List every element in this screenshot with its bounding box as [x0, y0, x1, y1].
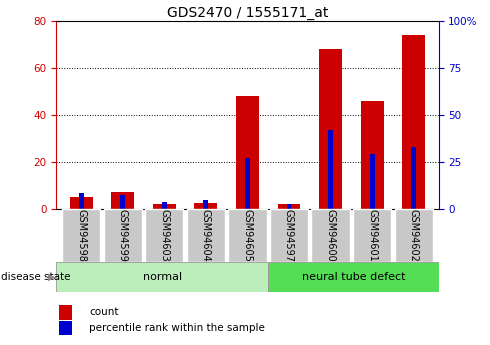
Text: GSM94600: GSM94600 [325, 209, 336, 262]
Bar [236, 96, 259, 209]
Bar [411, 147, 416, 209]
Text: neural tube defect: neural tube defect [302, 272, 405, 282]
Text: normal: normal [143, 272, 182, 282]
FancyBboxPatch shape [62, 209, 100, 262]
Text: GSM94599: GSM94599 [118, 209, 128, 262]
Bar [402, 35, 425, 209]
Bar [203, 200, 208, 209]
Bar [162, 202, 167, 209]
Bar [277, 204, 300, 209]
Bar [79, 193, 84, 209]
FancyBboxPatch shape [145, 209, 183, 262]
Bar [70, 197, 93, 209]
Bar [319, 49, 342, 209]
Bar [369, 154, 374, 209]
Bar [59, 321, 72, 335]
Bar [287, 204, 292, 209]
Bar [195, 203, 218, 209]
FancyBboxPatch shape [104, 209, 142, 262]
FancyBboxPatch shape [228, 209, 267, 262]
Bar [121, 195, 125, 209]
Text: percentile rank within the sample: percentile rank within the sample [89, 323, 265, 333]
Bar [153, 204, 176, 209]
Text: GSM94604: GSM94604 [201, 209, 211, 262]
FancyBboxPatch shape [270, 209, 308, 262]
Text: GSM94605: GSM94605 [243, 209, 252, 262]
FancyBboxPatch shape [353, 209, 391, 262]
Text: count: count [89, 307, 119, 317]
Text: GSM94597: GSM94597 [284, 209, 294, 262]
Title: GDS2470 / 1555171_at: GDS2470 / 1555171_at [167, 6, 328, 20]
Text: ▶: ▶ [48, 272, 55, 282]
Bar [111, 192, 134, 209]
Text: GSM94598: GSM94598 [76, 209, 86, 262]
Bar [361, 101, 384, 209]
Bar [59, 305, 72, 319]
FancyBboxPatch shape [268, 262, 439, 292]
Text: disease state: disease state [1, 272, 71, 282]
Text: GSM94601: GSM94601 [367, 209, 377, 262]
FancyBboxPatch shape [187, 209, 225, 262]
FancyBboxPatch shape [56, 262, 268, 292]
Bar [245, 158, 250, 209]
Bar [328, 130, 333, 209]
FancyBboxPatch shape [394, 209, 433, 262]
FancyBboxPatch shape [312, 209, 350, 262]
Text: GSM94602: GSM94602 [409, 209, 418, 262]
Text: GSM94603: GSM94603 [159, 209, 170, 262]
